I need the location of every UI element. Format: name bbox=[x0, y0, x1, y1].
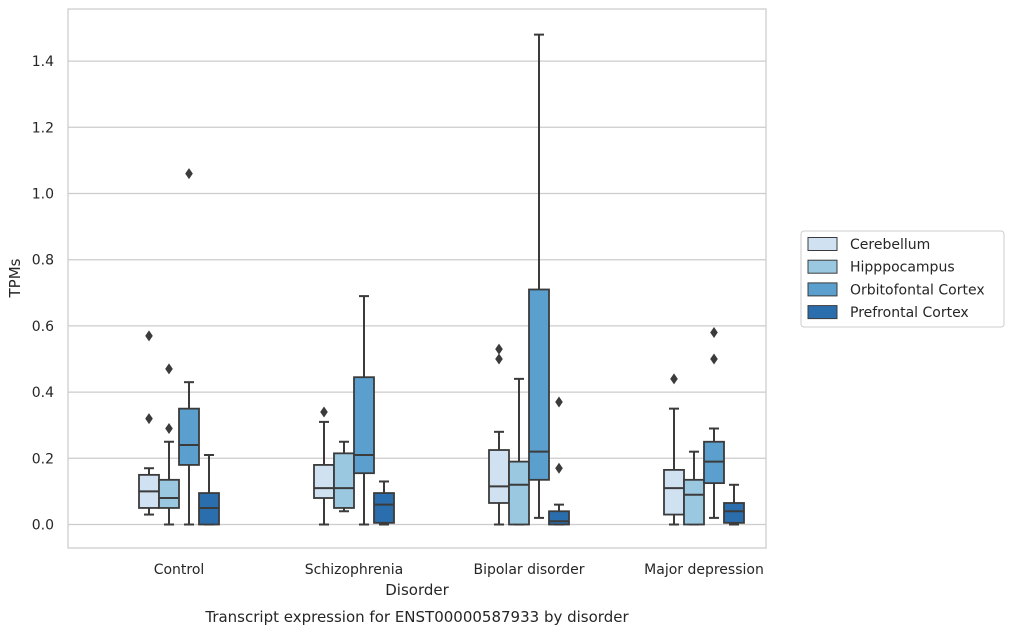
y-tick-label: 0.2 bbox=[32, 451, 54, 467]
box-groups bbox=[138, 33, 745, 526]
outlier-point bbox=[145, 330, 153, 342]
y-tick-label: 1.4 bbox=[32, 54, 54, 70]
y-tick-label: 0.4 bbox=[32, 385, 54, 401]
chart-caption: Transcript expression for ENST0000058793… bbox=[204, 608, 629, 626]
legend-label: Prefrontal Cortex bbox=[850, 305, 969, 321]
outlier-point bbox=[165, 363, 173, 375]
box-cerebellum bbox=[313, 406, 335, 526]
x-tick-label: Major depression bbox=[644, 562, 764, 578]
box-orbitofontal-cortex bbox=[353, 295, 375, 526]
y-tick-label: 0.0 bbox=[32, 518, 54, 534]
x-axis-ticks: Control Schizophrenia Bipolar disorder Majo… bbox=[154, 562, 764, 578]
legend-label: Orbitofontal Cortex bbox=[850, 282, 985, 298]
iqr-box bbox=[508, 460, 530, 526]
outlier-point bbox=[710, 327, 718, 339]
iqr-box bbox=[333, 452, 355, 509]
y-tick-label: 0.6 bbox=[32, 319, 54, 335]
box-prefrontal-cortex bbox=[198, 453, 220, 526]
x-tick-label: Bipolar disorder bbox=[473, 562, 584, 578]
box-cerebellum bbox=[488, 343, 510, 526]
x-tick-label: Control bbox=[154, 562, 205, 578]
iqr-box bbox=[353, 376, 375, 475]
outlier-point bbox=[555, 396, 563, 408]
box-prefrontal-cortex bbox=[373, 480, 395, 526]
legend-swatch bbox=[807, 259, 838, 274]
legend-label: Cerebellum bbox=[850, 237, 930, 253]
y-tick-label: 1.2 bbox=[32, 120, 54, 136]
y-axis-ticks: 0.0 0.2 0.4 0.6 0.8 1.0 1.2 1.4 bbox=[32, 54, 54, 533]
iqr-box bbox=[178, 407, 200, 466]
iqr-box bbox=[683, 478, 705, 526]
legend-swatch bbox=[807, 237, 838, 251]
iqr-box bbox=[373, 492, 395, 524]
outlier-point bbox=[320, 406, 328, 418]
iqr-box bbox=[313, 464, 335, 499]
legend-swatch bbox=[807, 305, 838, 320]
box-orbitofontal-cortex bbox=[528, 33, 550, 519]
outlier-point bbox=[710, 353, 718, 365]
x-axis-label: Disorder bbox=[385, 581, 449, 599]
legend: Cerebellum Hipppocampus Orbitofontal Corte… bbox=[800, 230, 1005, 328]
box-hipppocampus bbox=[158, 363, 180, 526]
legend-frame bbox=[800, 230, 1005, 328]
outlier-point bbox=[670, 373, 678, 385]
x-tick-label: Schizophrenia bbox=[305, 562, 403, 578]
legend-label: Hipppocampus bbox=[850, 260, 955, 276]
iqr-box bbox=[663, 468, 685, 516]
iqr-box bbox=[528, 288, 550, 481]
y-axis-label: TPMs bbox=[6, 258, 24, 298]
plot-frame bbox=[67, 8, 767, 549]
box-prefrontal-cortex bbox=[548, 396, 570, 526]
box-orbitofontal-cortex bbox=[178, 168, 200, 526]
outlier-point bbox=[495, 353, 503, 365]
outlier-point bbox=[145, 413, 153, 425]
outlier-point bbox=[185, 168, 193, 180]
y-tick-label: 1.0 bbox=[32, 187, 54, 203]
outlier-point bbox=[555, 462, 563, 474]
box-hipppocampus bbox=[508, 377, 530, 526]
box-hipppocampus bbox=[333, 440, 355, 513]
box-orbitofontal-cortex bbox=[703, 327, 725, 519]
legend-swatch bbox=[807, 282, 838, 297]
box-hipppocampus bbox=[683, 450, 705, 526]
iqr-box bbox=[548, 510, 570, 526]
outlier-point bbox=[165, 423, 173, 435]
y-tick-label: 0.8 bbox=[32, 253, 54, 269]
iqr-box bbox=[158, 478, 180, 509]
plot-background bbox=[68, 9, 766, 548]
box-cerebellum bbox=[138, 330, 160, 516]
iqr-box bbox=[723, 502, 745, 524]
iqr-box bbox=[488, 449, 510, 504]
box-prefrontal-cortex bbox=[723, 483, 745, 526]
outlier-point bbox=[495, 343, 503, 355]
